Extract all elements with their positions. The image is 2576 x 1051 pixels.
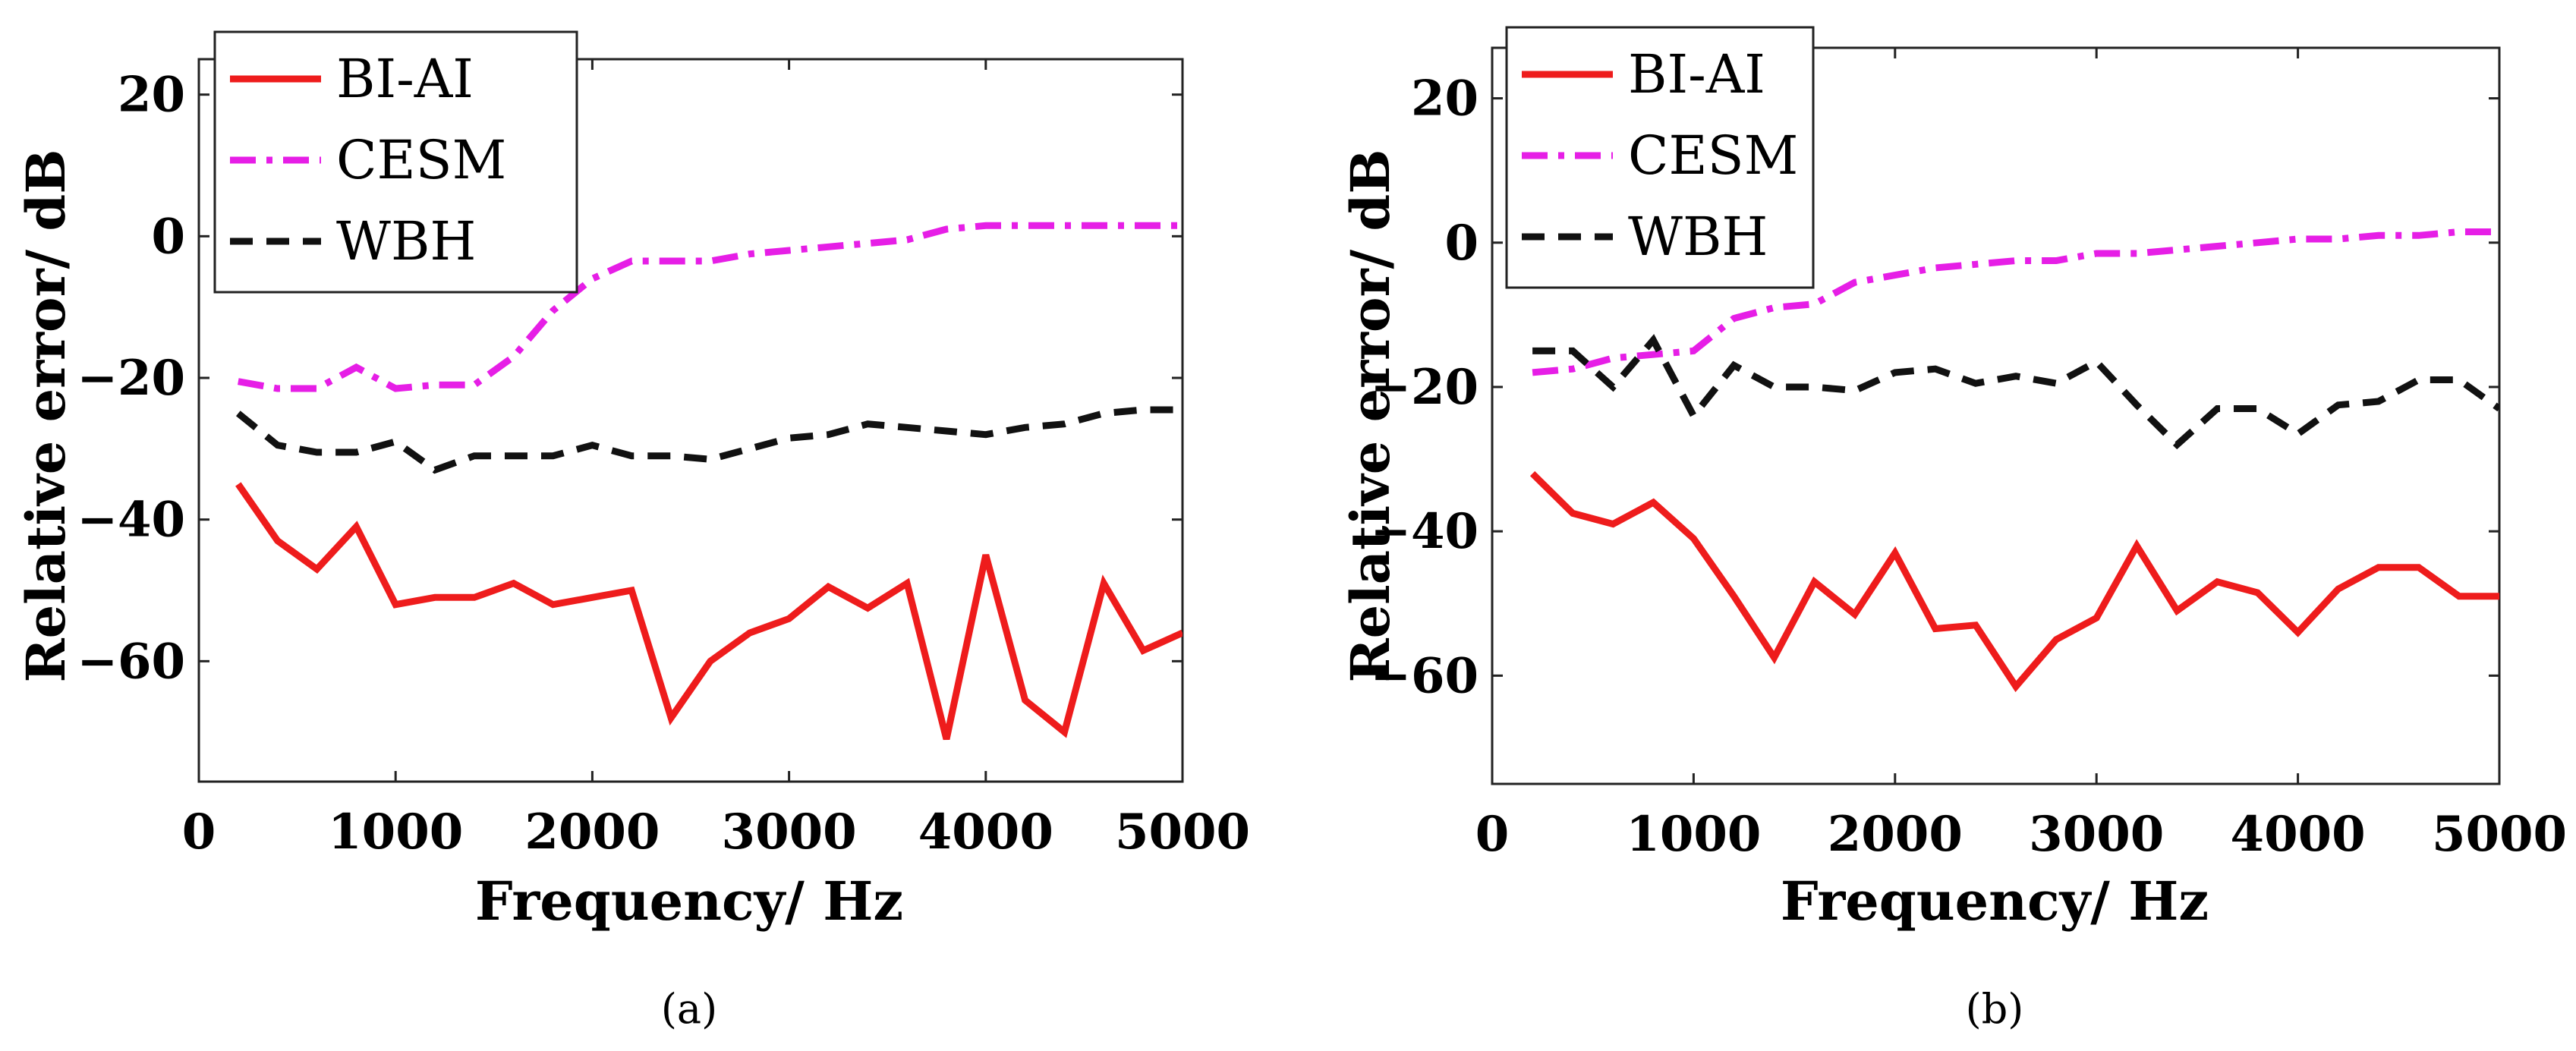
y-tick-label: −20 [1370,359,1479,416]
series-line-cesm [1532,228,2499,376]
x-tick-label: 3000 [722,804,857,861]
panel-caption: (b) [1966,985,2024,1033]
x-tick-label: 5000 [2432,806,2567,863]
series-line-bi-ai [235,482,1183,741]
y-tick-label: −20 [77,350,185,407]
series-line-wbh [1532,334,2499,450]
x-tick-label: 0 [182,804,216,861]
x-tick-label: 2000 [524,804,660,861]
y-tick-label: −60 [1370,647,1479,704]
legend-box [1505,26,1815,289]
series-line-wbh [235,406,1183,474]
y-tick-label: 0 [1444,215,1479,272]
y-tick-label: −40 [1370,503,1479,560]
x-tick-label: 3000 [2029,806,2164,863]
legend-label: WBH [1628,206,1768,268]
y-axis-label: Relative error/ dB [14,149,77,682]
legend-label: CESM [336,129,506,191]
x-tick-label: 4000 [2231,806,2366,863]
legend-box [213,30,578,294]
series-line-cesm [238,222,1183,392]
legend-label: WBH [336,210,476,272]
plot-frame [1491,46,2501,785]
legend: BI-AI CESM WBH [1505,26,1815,289]
x-tick-label: 0 [1475,806,1510,863]
y-tick-label: 0 [151,208,185,265]
plot-frame [197,58,1184,783]
legend-label: BI-AI [336,48,474,110]
x-tick-label: 5000 [1115,804,1250,861]
x-tick-label: 2000 [1828,806,1963,863]
y-tick-label: −60 [77,633,185,690]
y-tick-label: 20 [118,67,185,124]
panel-a: 0 1000 2000 3000 4000 5000 20 0 −20 −40 −60 BI-AI CE… [14,30,1250,1033]
panel-b: 0 1000 2000 3000 4000 5000 20 0 −20 −40 −60 BI-AI CE… [1339,26,2567,1033]
y-tick-label: 20 [1411,71,1479,127]
x-tick-label: 1000 [1626,806,1761,863]
x-tick-label: 4000 [918,804,1053,861]
y-axis-label: Relative error/ dB [1339,149,1402,682]
legend-label: CESM [1628,124,1798,187]
panel-caption: (a) [661,985,717,1033]
legend: BI-AI CESM WBH [213,30,578,294]
x-axis-label: Frequency/ Hz [1781,870,2209,933]
x-tick-label: 1000 [328,804,463,861]
legend-label: BI-AI [1628,43,1765,105]
series-line-bi-ai [1529,470,2499,693]
y-tick-label: −40 [77,492,185,549]
x-axis-label: Frequency/ Hz [475,870,903,933]
